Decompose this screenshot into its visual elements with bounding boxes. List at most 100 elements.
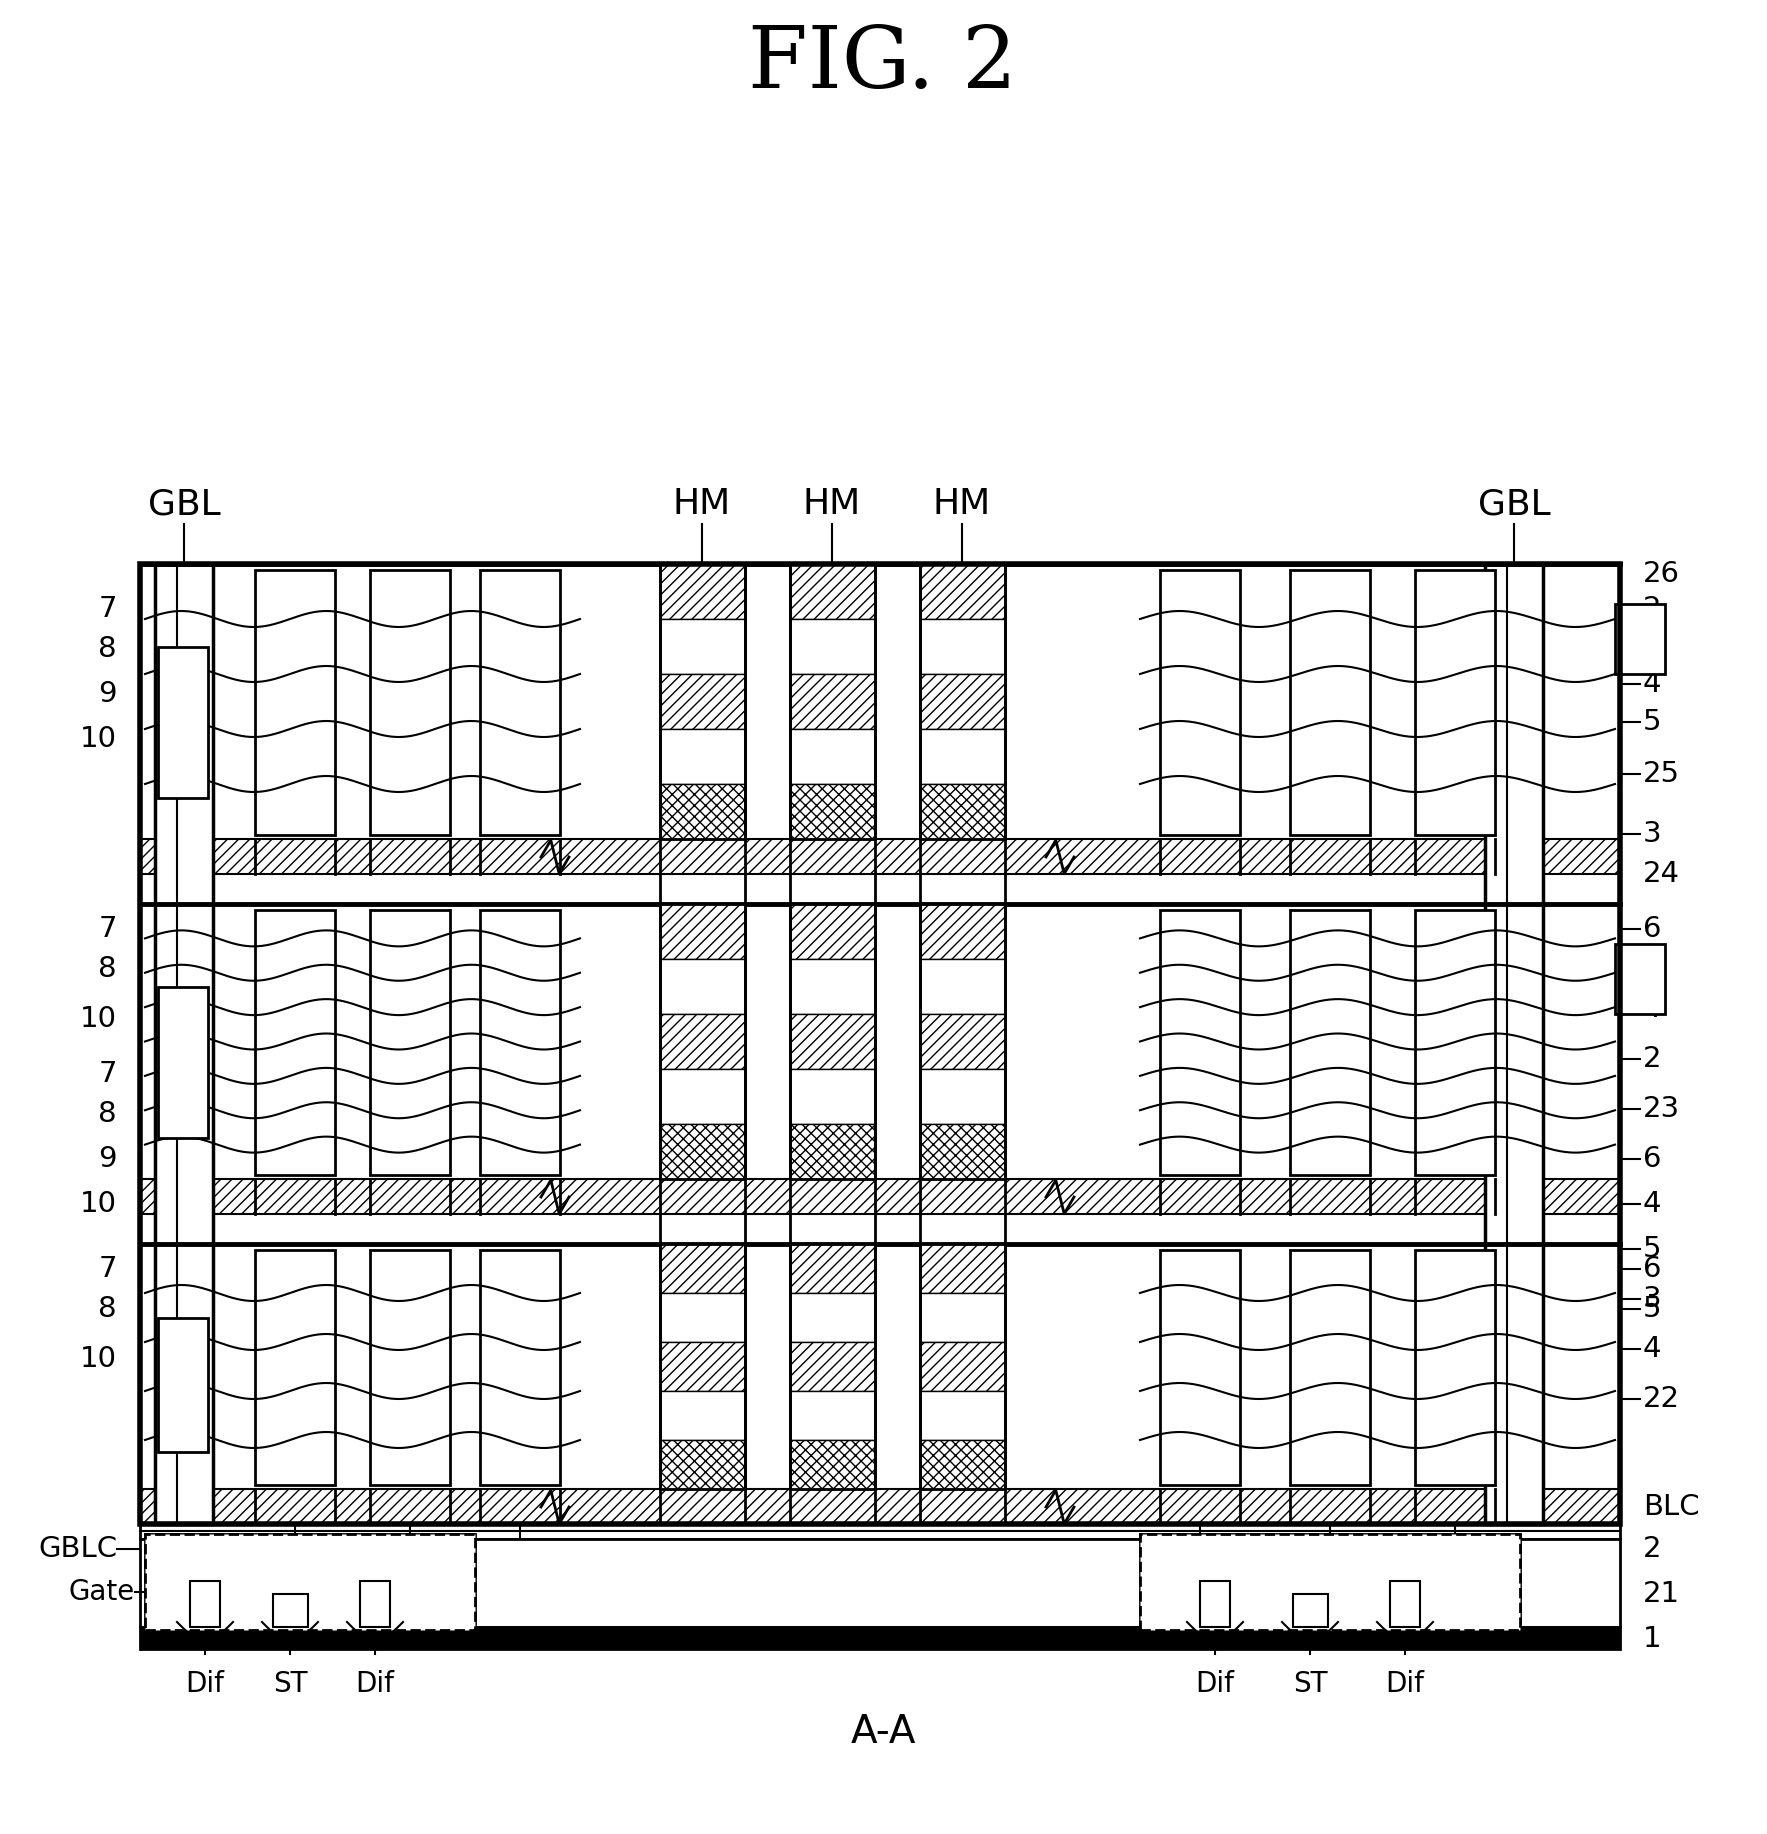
- Bar: [921, 1440, 1005, 1489]
- Bar: [661, 1293, 746, 1342]
- Bar: [921, 959, 1005, 1014]
- Text: 25: 25: [1643, 759, 1680, 789]
- Bar: [921, 565, 1005, 838]
- Bar: [790, 904, 875, 959]
- Bar: [369, 910, 451, 1176]
- Text: Gate: Gate: [69, 1577, 134, 1607]
- Text: A-A: A-A: [850, 1713, 915, 1751]
- Text: 2: 2: [1643, 594, 1661, 624]
- Bar: [661, 565, 746, 838]
- Text: 4: 4: [1643, 669, 1661, 699]
- Bar: [790, 565, 875, 838]
- Bar: [481, 570, 560, 834]
- Text: 4: 4: [1643, 1335, 1661, 1363]
- Bar: [921, 675, 1005, 728]
- Bar: [661, 620, 746, 675]
- Bar: [790, 565, 875, 620]
- Text: 4: 4: [1643, 996, 1661, 1023]
- Text: 1: 1: [1643, 1625, 1661, 1652]
- Text: 5: 5: [1643, 956, 1661, 983]
- Bar: [1140, 1533, 1520, 1630]
- Text: 3: 3: [1643, 820, 1661, 847]
- Bar: [921, 1243, 1005, 1293]
- Text: 2: 2: [1643, 1045, 1661, 1073]
- Bar: [661, 1342, 746, 1390]
- Text: ST: ST: [272, 1671, 307, 1698]
- Bar: [661, 904, 746, 1179]
- Text: 6: 6: [1643, 915, 1661, 943]
- Bar: [661, 565, 746, 620]
- Bar: [790, 1440, 875, 1489]
- Bar: [140, 1627, 1620, 1649]
- Bar: [1290, 910, 1369, 1176]
- Bar: [145, 1533, 475, 1630]
- Text: ST: ST: [1293, 1671, 1327, 1698]
- Text: 8: 8: [99, 1295, 117, 1322]
- Bar: [140, 1539, 1620, 1627]
- Bar: [921, 1342, 1005, 1390]
- Bar: [661, 1390, 746, 1440]
- Bar: [921, 783, 1005, 838]
- Bar: [157, 647, 209, 798]
- Text: 8: 8: [99, 1100, 117, 1128]
- Bar: [254, 910, 336, 1176]
- Text: 10: 10: [80, 1190, 117, 1218]
- Bar: [790, 904, 875, 1179]
- Bar: [921, 1293, 1005, 1342]
- Bar: [661, 728, 746, 783]
- Bar: [790, 1069, 875, 1124]
- Bar: [1615, 945, 1665, 1014]
- Bar: [921, 1069, 1005, 1124]
- Text: 23: 23: [1643, 1095, 1680, 1122]
- Bar: [254, 1251, 336, 1486]
- Text: 6: 6: [1643, 1254, 1661, 1284]
- Bar: [360, 1581, 391, 1627]
- Text: GBL: GBL: [1477, 488, 1550, 521]
- Bar: [1415, 1251, 1495, 1486]
- Bar: [1290, 570, 1369, 834]
- Bar: [369, 1251, 451, 1486]
- Bar: [921, 1014, 1005, 1069]
- Text: 21: 21: [1643, 1581, 1680, 1608]
- Text: 7: 7: [99, 1060, 117, 1088]
- Bar: [921, 904, 1005, 1179]
- Text: 9: 9: [99, 1144, 117, 1174]
- Bar: [254, 570, 336, 834]
- Text: Dif: Dif: [355, 1671, 394, 1698]
- Text: GBL: GBL: [148, 488, 221, 521]
- Bar: [661, 675, 746, 728]
- Text: Dif: Dif: [1196, 1671, 1235, 1698]
- Bar: [1415, 570, 1495, 834]
- Text: HM: HM: [933, 488, 991, 521]
- Text: 7: 7: [99, 594, 117, 624]
- Bar: [661, 1124, 746, 1179]
- Text: 22: 22: [1643, 1385, 1680, 1412]
- Bar: [921, 1390, 1005, 1440]
- Text: HM: HM: [802, 488, 861, 521]
- Bar: [1159, 1251, 1240, 1486]
- Bar: [921, 728, 1005, 783]
- Bar: [1293, 1594, 1329, 1627]
- Text: 3: 3: [1643, 1286, 1661, 1313]
- Bar: [790, 1293, 875, 1342]
- Bar: [921, 1124, 1005, 1179]
- Bar: [1484, 565, 1543, 1524]
- Text: 10: 10: [80, 724, 117, 754]
- Text: 6: 6: [1643, 635, 1661, 664]
- Text: 2: 2: [1643, 1535, 1661, 1563]
- Bar: [369, 570, 451, 834]
- Bar: [155, 565, 214, 1524]
- Text: 26: 26: [1643, 559, 1680, 589]
- Bar: [921, 1243, 1005, 1489]
- Bar: [1200, 1581, 1230, 1627]
- Text: 8: 8: [99, 635, 117, 664]
- Text: HM: HM: [673, 488, 732, 521]
- Text: 10: 10: [80, 1005, 117, 1033]
- Bar: [140, 1179, 1620, 1214]
- Bar: [481, 910, 560, 1176]
- Bar: [1391, 1581, 1421, 1627]
- Text: GBLC: GBLC: [37, 1535, 117, 1563]
- Bar: [661, 1243, 746, 1293]
- Bar: [790, 620, 875, 675]
- Bar: [272, 1594, 307, 1627]
